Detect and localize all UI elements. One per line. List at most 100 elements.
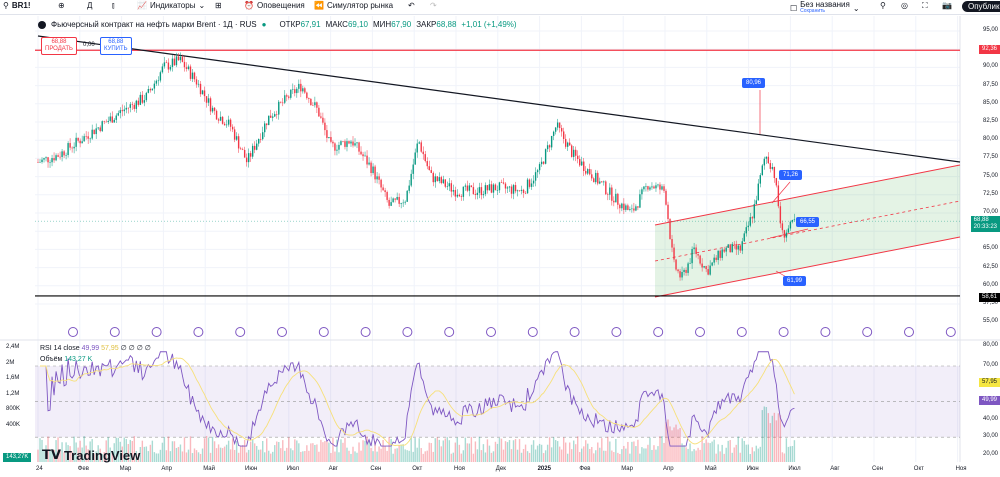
candle-body (139, 94, 142, 105)
volume-bar (775, 420, 778, 462)
volume-bar (524, 444, 527, 462)
economic-event-icon[interactable] (695, 327, 705, 337)
economic-event-icon[interactable] (862, 327, 873, 337)
economic-event-icon[interactable] (318, 327, 329, 337)
candle-body (460, 196, 463, 197)
volume-bar (384, 446, 386, 462)
publish-button[interactable]: Опубликовать (962, 1, 1000, 12)
grid-icon: ⊞ (215, 1, 222, 10)
channel-mid-line (654, 200, 961, 262)
candle-body (59, 156, 61, 158)
volume-bar (133, 436, 136, 462)
economic-event-icon[interactable] (68, 327, 78, 337)
volume-bar (131, 441, 134, 462)
redo-button[interactable]: ↷ (430, 1, 437, 10)
chart-type-button[interactable]: ⫾ (112, 1, 115, 11)
economic-event-icon[interactable] (193, 327, 204, 337)
replay-icon: ⏪ (314, 1, 324, 10)
layout-button[interactable]: ☐ Без названия Сохранить ⌄ (790, 0, 860, 15)
volume-bar (298, 443, 300, 462)
economic-event-icon[interactable] (235, 327, 246, 337)
buy-button[interactable]: 68,88 КУПИТЬ (100, 37, 132, 55)
candle-body (693, 247, 695, 250)
volume-bar (735, 444, 737, 462)
price-tick: 80,00 (982, 136, 998, 143)
sell-button[interactable]: 68,88 ПРОДАТЬ (41, 37, 77, 55)
annotation-label[interactable]: 66,55 (796, 217, 820, 227)
candle-body (663, 186, 665, 191)
settings-button[interactable]: ◎ (901, 1, 908, 10)
economic-event-icon[interactable] (736, 327, 747, 337)
volume-bar (251, 439, 254, 462)
volume-bar (456, 437, 459, 462)
volume-bar (741, 438, 743, 462)
volume-bar (446, 437, 449, 462)
candle-body (123, 109, 125, 112)
candle-body (544, 149, 547, 164)
volume-bar (187, 449, 190, 462)
candle-body (209, 98, 212, 112)
candle-body (87, 136, 89, 139)
volume-bar (143, 446, 146, 462)
volume-bar (372, 451, 374, 462)
snapshot-button[interactable]: 📷 (942, 1, 952, 10)
templates-button[interactable]: ⊞ (215, 1, 222, 10)
economic-event-icon[interactable] (527, 327, 538, 337)
economic-event-icon[interactable] (360, 327, 371, 337)
indicators-button[interactable]: 📈 Индикаторы ⌄ (137, 1, 206, 10)
volume-bar (611, 450, 613, 462)
candle-body (761, 165, 764, 176)
volume-bar (278, 442, 280, 462)
economic-event-icon[interactable] (945, 327, 956, 337)
candle-body (522, 189, 525, 193)
volume-bar (444, 438, 446, 462)
candle-body (558, 122, 561, 129)
quick-search-button[interactable]: ⚲ (880, 1, 886, 10)
interval-button[interactable]: Д (87, 1, 92, 10)
economic-event-icon[interactable] (653, 327, 664, 337)
volume-bar (765, 406, 768, 462)
economic-event-icon[interactable] (611, 327, 622, 337)
economic-event-icon[interactable] (569, 327, 580, 337)
economic-event-icon[interactable] (109, 327, 120, 337)
volume-bar (428, 442, 430, 462)
undo-button[interactable]: ↶ (408, 1, 415, 10)
symbol-search[interactable]: ⚲ BR1! (3, 1, 31, 10)
volume-bar (221, 448, 224, 462)
economic-event-icon[interactable] (151, 327, 162, 337)
annotation-label[interactable]: 71,26 (779, 170, 803, 180)
alerts-button[interactable]: ⏰ Оповещения (244, 1, 305, 10)
volume-bar (412, 451, 414, 462)
annotation-label[interactable]: 80,96 (742, 78, 766, 88)
candle-body (255, 143, 258, 150)
replay-button[interactable]: ⏪ Симулятор рынка (314, 1, 394, 10)
volume-bar (368, 440, 370, 462)
volume-bar (635, 446, 637, 462)
economic-event-icon[interactable] (277, 327, 287, 337)
fullscreen-button[interactable]: ⛶ (922, 1, 928, 11)
economic-event-icon[interactable] (402, 327, 413, 337)
candle-body (103, 121, 105, 122)
candle-body (703, 266, 705, 268)
annotation-label[interactable]: 61,99 (783, 276, 807, 286)
economic-event-icon[interactable] (444, 327, 455, 337)
volume-bar (386, 450, 388, 462)
price-tick: 60,00 (982, 281, 998, 288)
volume-bar (55, 440, 57, 462)
volume-bar (211, 436, 214, 462)
volume-bar (229, 449, 232, 462)
volume-bar (290, 448, 292, 462)
tradingview-logo[interactable]: 𝗧𝗩 TradingView (42, 447, 141, 463)
economic-event-icon[interactable] (820, 327, 831, 337)
candle-body (717, 250, 719, 260)
compare-button[interactable]: ⊕ (58, 1, 65, 10)
volume-bar (330, 452, 332, 462)
economic-event-icon[interactable] (778, 327, 789, 337)
volume-bar (727, 440, 729, 462)
time-tick: Июн (245, 466, 258, 472)
candle-body (486, 185, 489, 191)
economic-event-icon[interactable] (904, 327, 914, 337)
economic-event-icon[interactable] (486, 327, 496, 337)
candle-body (326, 130, 328, 139)
